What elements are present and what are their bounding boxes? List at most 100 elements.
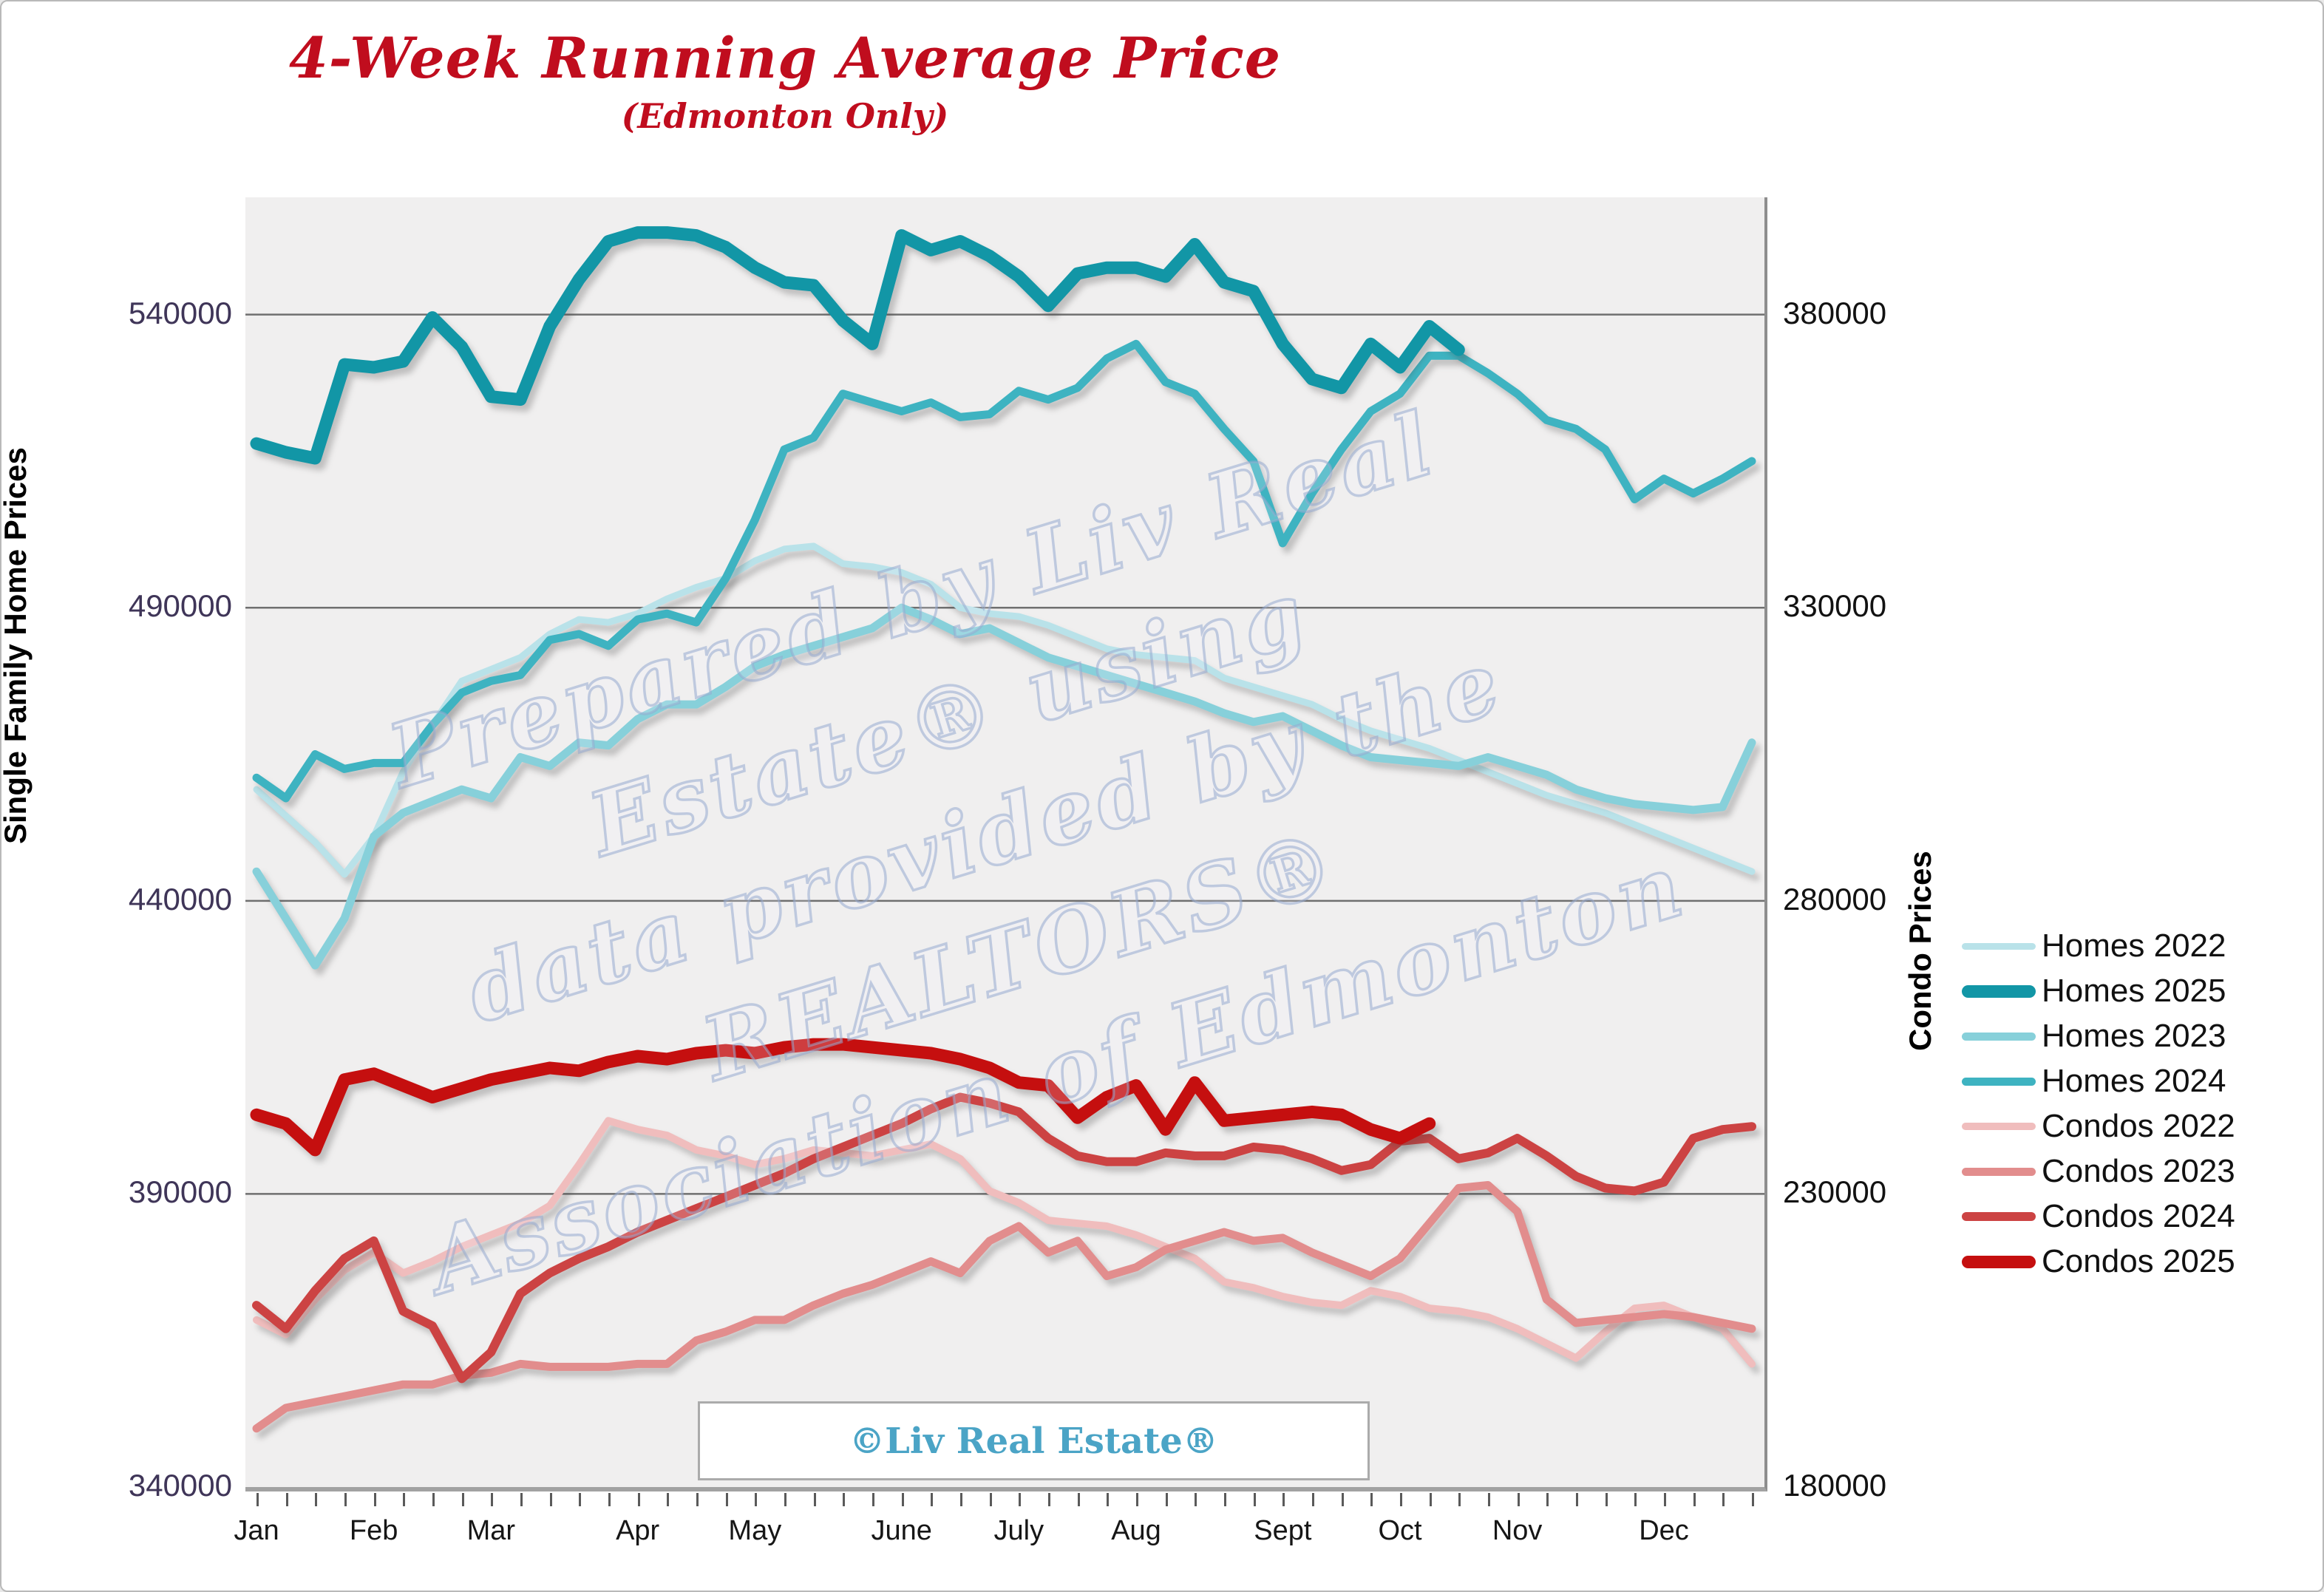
right-tick-label: 380000 bbox=[1783, 295, 1887, 330]
series-condos-2025 bbox=[250, 1038, 1436, 1157]
x-tick bbox=[755, 1493, 758, 1506]
legend-swatch bbox=[1962, 984, 2036, 998]
x-tick bbox=[843, 1493, 846, 1506]
x-tick bbox=[1576, 1493, 1578, 1506]
legend-label: Homes 2025 bbox=[2042, 973, 2226, 1009]
x-tick bbox=[373, 1493, 376, 1506]
x-tick bbox=[813, 1493, 816, 1506]
legend-item-homes-2024: Homes 2024 bbox=[1962, 1059, 2235, 1103]
right-tick-label: 230000 bbox=[1783, 1174, 1887, 1210]
month-label-dec: Dec bbox=[1639, 1515, 1689, 1546]
x-tick bbox=[1488, 1493, 1490, 1506]
right-tick-label: 280000 bbox=[1783, 881, 1887, 916]
x-tick bbox=[725, 1493, 728, 1506]
legend-item-homes-2023: Homes 2023 bbox=[1962, 1014, 2235, 1058]
legend-item-condos-2024: Condos 2024 bbox=[1962, 1194, 2235, 1239]
x-tick bbox=[1429, 1493, 1432, 1506]
x-tick bbox=[1458, 1493, 1461, 1506]
x-tick bbox=[960, 1493, 962, 1506]
x-tick bbox=[520, 1493, 523, 1506]
x-tick bbox=[1605, 1493, 1608, 1506]
x-tick bbox=[1136, 1493, 1138, 1506]
x-tick bbox=[1048, 1493, 1050, 1506]
x-tick bbox=[1722, 1493, 1725, 1506]
x-tick bbox=[784, 1493, 786, 1506]
x-tick bbox=[872, 1493, 874, 1506]
x-tick bbox=[256, 1493, 259, 1506]
legend-swatch bbox=[1962, 1167, 2036, 1176]
x-tick bbox=[1312, 1493, 1314, 1506]
x-tick bbox=[1019, 1493, 1022, 1506]
legend-swatch bbox=[1962, 1032, 2036, 1041]
month-label-aug: Aug bbox=[1111, 1515, 1161, 1546]
x-tick bbox=[1107, 1493, 1110, 1506]
x-tick bbox=[901, 1493, 904, 1506]
legend-label: Condos 2022 bbox=[2042, 1108, 2235, 1144]
series-homes-2023 bbox=[252, 603, 1756, 970]
x-tick bbox=[1370, 1493, 1373, 1506]
x-tick bbox=[667, 1493, 670, 1506]
x-tick bbox=[1195, 1493, 1197, 1506]
x-tick bbox=[989, 1493, 992, 1506]
month-label-apr: Apr bbox=[616, 1515, 660, 1546]
x-tick bbox=[344, 1493, 347, 1506]
series-homes-2025 bbox=[250, 226, 1465, 465]
legend-label: Condos 2023 bbox=[2042, 1153, 2235, 1189]
left-tick-label: 440000 bbox=[128, 881, 232, 916]
copyright-text: ©Liv Real Estate® bbox=[849, 1420, 1218, 1462]
month-label-july: July bbox=[993, 1515, 1044, 1546]
x-tick bbox=[1693, 1493, 1696, 1506]
legend-label: Homes 2024 bbox=[2042, 1063, 2226, 1099]
left-tick-label: 340000 bbox=[128, 1468, 232, 1503]
legend-swatch bbox=[1962, 942, 2036, 950]
month-label-may: May bbox=[728, 1515, 782, 1546]
legend-swatch bbox=[1962, 1077, 2036, 1086]
month-label-june: June bbox=[871, 1515, 932, 1546]
month-label-sept: Sept bbox=[1254, 1515, 1312, 1546]
legend: Homes 2022 Homes 2025 Homes 2023 Homes 2024… bbox=[1962, 924, 2235, 1285]
x-tick bbox=[1224, 1493, 1226, 1506]
x-tick bbox=[1165, 1493, 1168, 1506]
legend-swatch bbox=[1962, 1123, 2036, 1130]
x-tick bbox=[637, 1493, 640, 1506]
x-tick bbox=[1077, 1493, 1080, 1506]
x-tick bbox=[285, 1493, 288, 1506]
left-axis-title: Single Family Home Prices bbox=[0, 447, 33, 844]
x-tick bbox=[1634, 1493, 1637, 1506]
month-label-nov: Nov bbox=[1492, 1515, 1543, 1546]
month-label-jan: Jan bbox=[234, 1515, 279, 1546]
legend-item-condos-2022: Condos 2022 bbox=[1962, 1104, 2235, 1149]
x-tick bbox=[432, 1493, 435, 1506]
legend-item-homes-2022: Homes 2022 bbox=[1962, 924, 2235, 968]
x-tick bbox=[1664, 1493, 1666, 1506]
left-tick-label: 540000 bbox=[128, 295, 232, 330]
x-tick bbox=[461, 1493, 464, 1506]
right-tick-label: 330000 bbox=[1783, 588, 1887, 624]
month-label-oct: Oct bbox=[1378, 1515, 1422, 1546]
x-tick bbox=[315, 1493, 318, 1506]
series-homes-2022 bbox=[253, 542, 1756, 878]
x-tick bbox=[1752, 1493, 1754, 1506]
x-tick bbox=[1253, 1493, 1256, 1506]
left-tick-label: 390000 bbox=[128, 1174, 232, 1210]
month-label-feb: Feb bbox=[349, 1515, 398, 1546]
legend-swatch bbox=[1962, 1255, 2036, 1268]
x-tick bbox=[696, 1493, 699, 1506]
series-condos-2023 bbox=[252, 1181, 1756, 1433]
right-tick-label: 180000 bbox=[1783, 1468, 1887, 1503]
month-label-mar: Mar bbox=[466, 1515, 516, 1546]
series-homes-2024 bbox=[252, 339, 1756, 803]
x-tick bbox=[1282, 1493, 1285, 1506]
x-tick bbox=[931, 1493, 934, 1506]
chart-canvas bbox=[245, 226, 1764, 1433]
x-tick bbox=[1546, 1493, 1549, 1506]
legend-label: Homes 2022 bbox=[2042, 928, 2226, 964]
x-tick bbox=[579, 1493, 582, 1506]
legend-label: Homes 2023 bbox=[2042, 1018, 2226, 1054]
x-tick bbox=[549, 1493, 552, 1506]
x-tick bbox=[1517, 1493, 1520, 1506]
chart-title: 4-Week Running Average Price bbox=[288, 25, 1282, 91]
x-tick bbox=[608, 1493, 611, 1506]
series-condos-2024 bbox=[252, 1092, 1756, 1384]
